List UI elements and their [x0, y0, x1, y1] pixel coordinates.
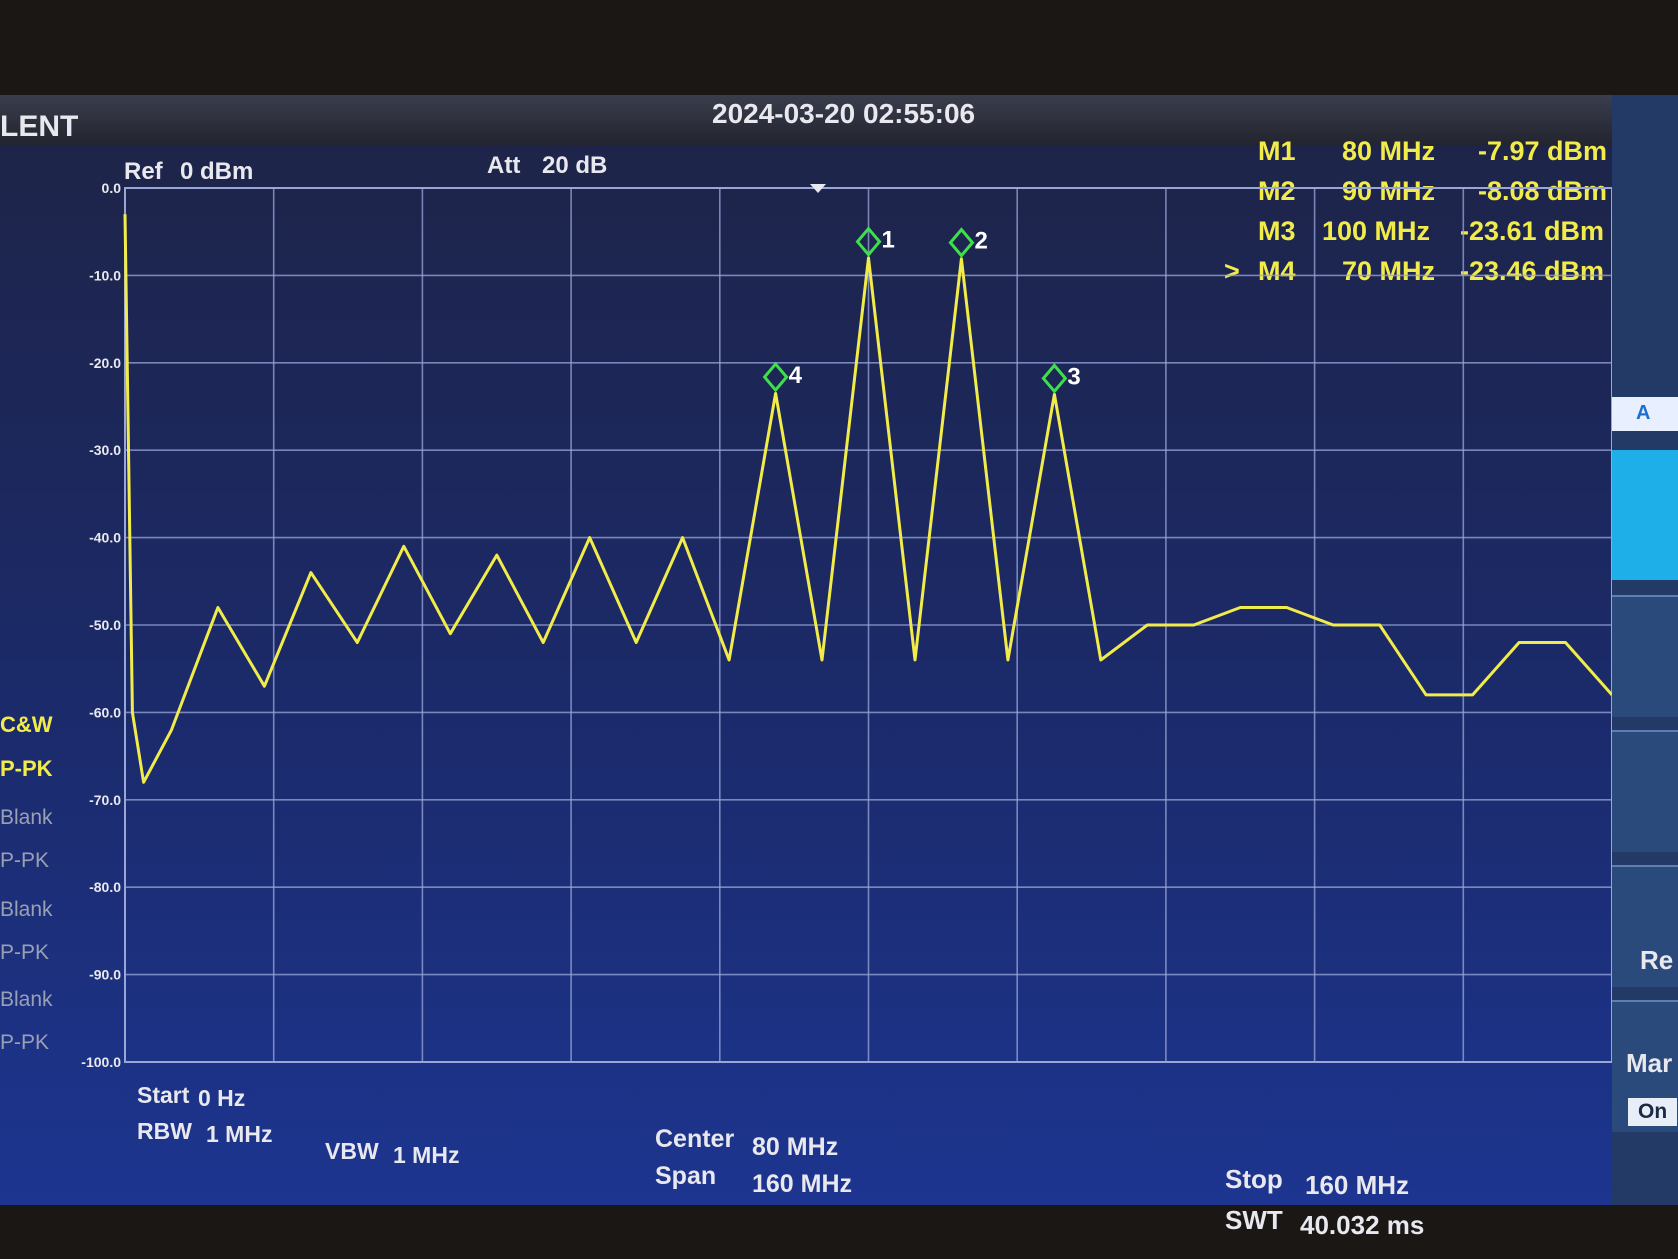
softkey-slot[interactable]: [1612, 595, 1678, 717]
softkey-tab-a[interactable]: A: [1612, 397, 1678, 431]
start-label: Start: [137, 1082, 190, 1108]
swt-label: SWT: [1225, 1205, 1283, 1235]
marker-number: 4: [789, 362, 803, 389]
center-label: Center: [655, 1125, 735, 1153]
center-marker-icon: [810, 184, 826, 193]
marker-level: -23.46 dBm: [1460, 256, 1605, 286]
marker-id: M3: [1258, 216, 1296, 246]
trace-menu-item[interactable]: Blank: [0, 988, 53, 1011]
softkey-panel: A Re Mar On: [1612, 95, 1678, 1205]
softkey-tab-label: A: [1636, 402, 1651, 424]
trace-menu-item[interactable]: C&W: [0, 712, 53, 737]
stop-value: 160 MHz: [1305, 1170, 1410, 1200]
marker-frequency: 90 MHz: [1342, 176, 1436, 206]
marker-level: -7.97 dBm: [1478, 136, 1608, 166]
marker-number: 1: [882, 227, 895, 254]
softkey-re[interactable]: Re: [1612, 865, 1678, 987]
y-tick-label: -20.0: [89, 355, 121, 371]
spectrum-trace: [123, 214, 1614, 784]
swt-value: 40.032 ms: [1300, 1210, 1425, 1240]
span-label: Span: [655, 1162, 717, 1190]
y-tick-label: -70.0: [89, 792, 121, 808]
ref-level-value: 0 dBm: [180, 158, 254, 185]
marker-number: 2: [974, 228, 987, 255]
span-value: 160 MHz: [752, 1170, 853, 1198]
trace-menu-item[interactable]: P-PK: [0, 941, 50, 964]
brand-logo: LENT: [0, 110, 79, 143]
marker-diamond-icon: [1041, 363, 1068, 394]
ref-level-label: Ref: [124, 158, 163, 185]
y-axis-ticks: 0.0 -10.0 -20.0 -30.0 -40.0 -50.0 -60.0 -70.0 -8…: [81, 180, 121, 1070]
marker-id: M2: [1258, 176, 1296, 206]
rbw-label: RBW: [137, 1118, 192, 1144]
attenuation-value: 20 dB: [542, 152, 608, 179]
attenuation-label: Att: [487, 152, 521, 179]
vbw-value: 1 MHz: [393, 1142, 460, 1168]
marker-row-m1[interactable]: M1 80 MHz -7.97 dBm: [1210, 136, 1610, 170]
marker-row-m3[interactable]: M3 100 MHz -23.61 dBm: [1210, 216, 1610, 250]
marker-level: -23.61 dBm: [1460, 216, 1605, 246]
stop-label: Stop: [1225, 1164, 1283, 1194]
softkey-highlight[interactable]: [1612, 450, 1678, 580]
marker-id: M1: [1258, 136, 1296, 166]
softkey-slot[interactable]: [1612, 730, 1678, 852]
datetime: 2024-03-20 02:55:06: [712, 98, 976, 129]
vbw-label: VBW: [325, 1138, 379, 1164]
softkey-marker[interactable]: Mar On: [1612, 1000, 1678, 1132]
start-value: 0 Hz: [198, 1085, 246, 1111]
marker-number: 3: [1067, 363, 1080, 390]
y-tick-label: -100.0: [81, 1054, 121, 1070]
softkey-marker-label: Mar: [1626, 1048, 1673, 1078]
graticule: [124, 187, 1613, 1063]
top-bar: [0, 95, 1620, 145]
trace-menu-item[interactable]: Blank: [0, 898, 53, 921]
marker-diamond-icon: [948, 227, 975, 258]
marker-glyphs: 1 2 3 4: [762, 226, 1081, 394]
trace-menu-item[interactable]: P-PK: [0, 1031, 50, 1054]
y-tick-label: -60.0: [89, 704, 121, 720]
softkey-re-label: Re: [1640, 945, 1674, 975]
marker-level: -8.08 dBm: [1478, 176, 1608, 206]
trace-menu-item[interactable]: Blank: [0, 806, 53, 829]
marker-frequency: 100 MHz: [1322, 216, 1431, 246]
y-tick-label: -10.0: [89, 267, 121, 283]
y-tick-label: -30.0: [89, 442, 121, 458]
marker-id: M4: [1258, 256, 1296, 286]
trace-menu-item[interactable]: P-PK: [0, 756, 53, 781]
marker-diamond-icon: [762, 361, 789, 393]
trace-menu-item[interactable]: P-PK: [0, 849, 50, 872]
marker-diamond-icon: [855, 226, 882, 257]
marker-frequency: 70 MHz: [1342, 256, 1436, 286]
softkey-on-label: On: [1628, 1098, 1678, 1126]
marker-row-m4[interactable]: > M4 70 MHz -23.46 dBm: [1210, 256, 1610, 290]
marker-arrow: >: [1224, 256, 1240, 286]
rbw-value: 1 MHz: [206, 1121, 273, 1147]
y-tick-label: 0.0: [102, 180, 122, 196]
y-tick-label: -90.0: [89, 967, 121, 983]
marker-row-m2[interactable]: M2 90 MHz -8.08 dBm: [1210, 176, 1610, 210]
y-tick-label: -80.0: [89, 879, 121, 895]
center-value: 80 MHz: [752, 1133, 839, 1161]
marker-frequency: 80 MHz: [1342, 136, 1436, 166]
y-tick-label: -40.0: [89, 530, 121, 546]
y-tick-label: -50.0: [89, 617, 121, 633]
